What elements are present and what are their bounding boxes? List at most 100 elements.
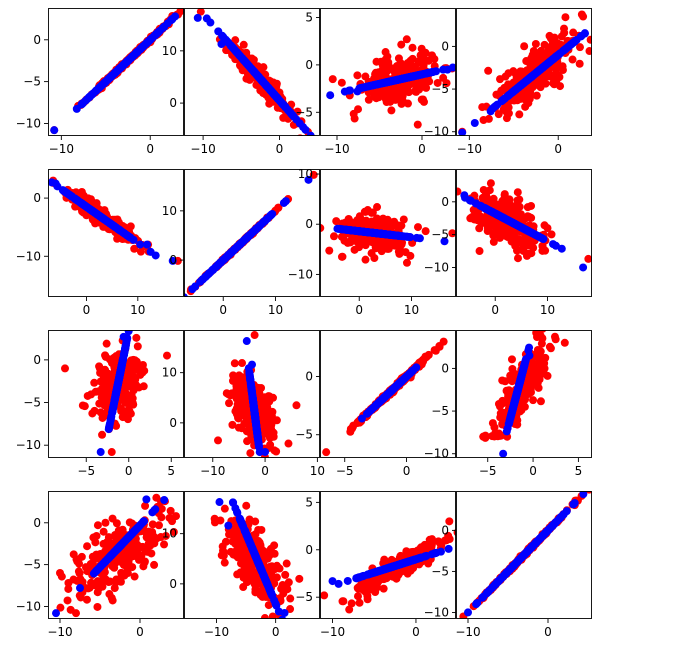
blue-point bbox=[212, 262, 221, 271]
red-point bbox=[483, 227, 492, 236]
red-point bbox=[442, 79, 451, 88]
blue-point bbox=[580, 29, 589, 38]
red-point bbox=[364, 95, 373, 104]
x-tick-label: 0 bbox=[83, 303, 91, 317]
blue-point bbox=[531, 230, 540, 239]
y-tick-label: 0 bbox=[169, 96, 177, 110]
y-tick-label: 10 bbox=[298, 167, 313, 181]
red-point bbox=[540, 40, 549, 49]
axes-frame bbox=[48, 8, 184, 136]
red-point bbox=[515, 110, 524, 119]
red-point bbox=[102, 339, 111, 348]
red-point bbox=[225, 399, 234, 408]
red-point bbox=[499, 199, 508, 208]
red-point bbox=[355, 212, 364, 221]
red-point bbox=[234, 423, 243, 432]
red-point bbox=[284, 439, 293, 448]
red-point bbox=[332, 217, 341, 226]
red-point bbox=[513, 188, 522, 197]
blue-point bbox=[143, 38, 152, 47]
red-point bbox=[376, 221, 385, 230]
blue-point bbox=[299, 123, 308, 132]
blue-point bbox=[146, 247, 155, 256]
blue-point bbox=[217, 40, 226, 49]
red-point bbox=[522, 57, 531, 66]
y-tick-label: 10 bbox=[162, 204, 177, 218]
blue-point bbox=[460, 191, 469, 200]
red-point bbox=[536, 77, 545, 86]
red-point bbox=[344, 214, 353, 223]
panel-r1-c1: 0 10 0 10 bbox=[162, 169, 320, 317]
red-point bbox=[330, 232, 338, 241]
blue-point bbox=[124, 330, 133, 336]
blue-point bbox=[288, 110, 297, 119]
blue-point bbox=[198, 275, 207, 284]
blue-point bbox=[340, 87, 349, 96]
red-point bbox=[410, 62, 419, 71]
red-point bbox=[382, 216, 391, 225]
red-point bbox=[584, 254, 592, 263]
red-point bbox=[98, 430, 107, 439]
blue-point bbox=[279, 198, 288, 207]
blue-point bbox=[458, 128, 467, 136]
blue-point bbox=[562, 44, 571, 53]
plot-area bbox=[48, 176, 182, 265]
red-point bbox=[520, 42, 529, 51]
red-point bbox=[373, 203, 382, 212]
x-tick-label: 0 bbox=[418, 142, 426, 156]
red-point bbox=[361, 72, 370, 81]
red-point bbox=[549, 79, 558, 88]
red-point bbox=[484, 66, 493, 75]
red-point bbox=[107, 448, 116, 457]
blue-point bbox=[108, 407, 117, 416]
red-point bbox=[513, 246, 521, 255]
red-point bbox=[516, 67, 525, 76]
blue-point bbox=[306, 131, 315, 136]
red-point bbox=[272, 79, 281, 88]
red-point bbox=[586, 35, 592, 44]
axes-frame bbox=[48, 330, 184, 458]
blue-point bbox=[228, 247, 237, 256]
red-point bbox=[394, 54, 403, 63]
blue-point bbox=[72, 104, 81, 113]
blue-point bbox=[171, 12, 180, 21]
red-point bbox=[532, 91, 541, 100]
y-tick-label: −5 bbox=[23, 396, 41, 410]
blue-point bbox=[304, 175, 313, 184]
red-point bbox=[560, 24, 569, 33]
red-point bbox=[122, 381, 131, 390]
red-point bbox=[395, 249, 404, 258]
red-point bbox=[489, 231, 498, 240]
red-point bbox=[568, 55, 577, 64]
blue-point bbox=[143, 240, 152, 249]
axes-frame bbox=[320, 8, 456, 136]
blue-point bbox=[105, 423, 114, 432]
blue-point bbox=[463, 60, 471, 68]
panel-r2-c0: −5 0 5−10−50 bbox=[16, 330, 184, 478]
blue-point bbox=[251, 225, 260, 234]
x-tick-label: 0 bbox=[355, 303, 363, 317]
red-point bbox=[469, 214, 478, 223]
red-point bbox=[486, 179, 495, 188]
x-tick-label: 0 bbox=[276, 142, 284, 156]
red-point bbox=[538, 246, 547, 255]
y-tick-label: 0 bbox=[305, 217, 313, 231]
blue-point bbox=[465, 196, 474, 205]
blue-point bbox=[84, 204, 93, 213]
red-point bbox=[550, 36, 559, 45]
blue-point bbox=[116, 369, 125, 378]
red-point bbox=[421, 227, 430, 236]
red-point bbox=[228, 420, 237, 429]
plot-area bbox=[326, 35, 471, 129]
axes-frame bbox=[456, 8, 592, 136]
red-point bbox=[343, 238, 352, 247]
panel-r0-c3: −10 0−10−50 bbox=[424, 8, 592, 156]
blue-point bbox=[482, 205, 491, 214]
blue-point bbox=[353, 87, 362, 96]
y-tick-label: 0 bbox=[169, 253, 177, 267]
x-tick-label: −5 bbox=[77, 464, 95, 478]
blue-point bbox=[362, 228, 371, 237]
